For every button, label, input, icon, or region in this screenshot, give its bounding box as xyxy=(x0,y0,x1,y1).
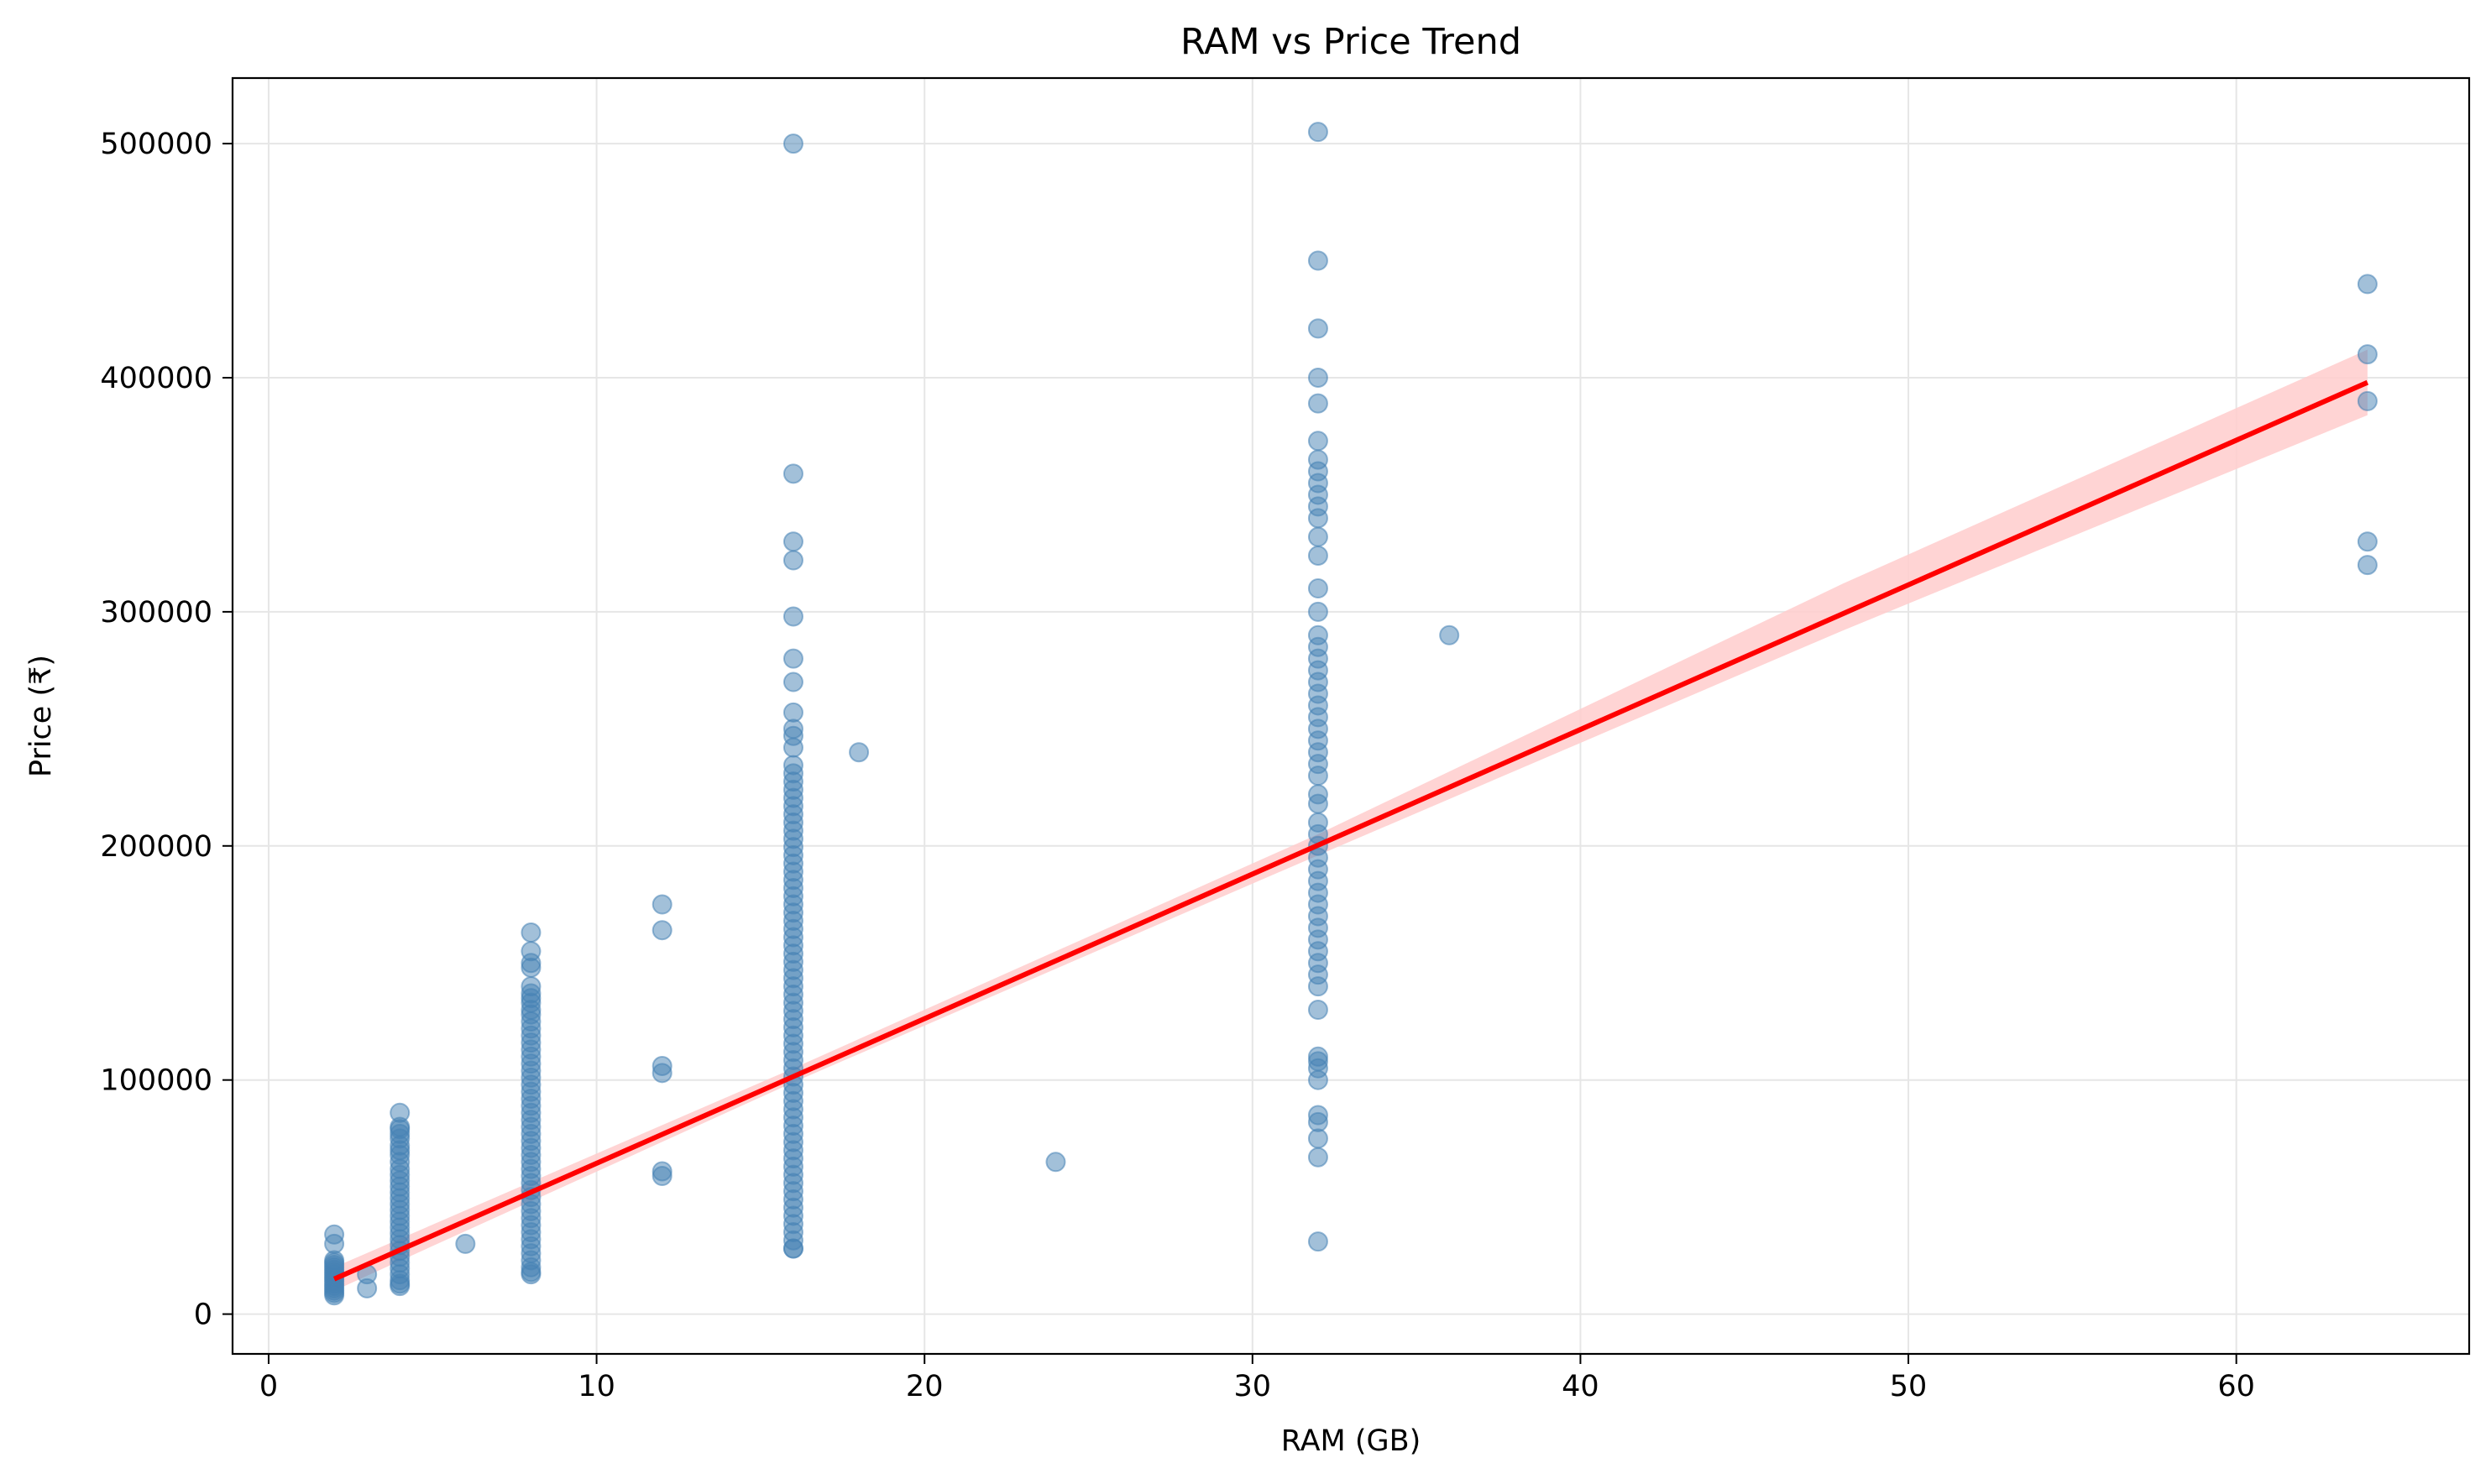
scatter-point xyxy=(1307,431,1328,452)
scatter-point xyxy=(390,1102,411,1123)
plot-area-frame xyxy=(231,76,2471,1356)
scatter-point xyxy=(2357,274,2378,295)
scatter-point xyxy=(1307,1046,1328,1067)
x-tick-label: 30 xyxy=(1234,1370,1272,1403)
scatter-point xyxy=(782,671,803,692)
x-axis-label: RAM (GB) xyxy=(1281,1424,1421,1458)
scatter-point xyxy=(782,133,803,154)
scatter-point xyxy=(1307,545,1328,566)
scatter-point xyxy=(1307,784,1328,805)
scatter-point xyxy=(521,976,542,997)
x-tick-label: 0 xyxy=(259,1370,278,1403)
scatter-point xyxy=(849,742,870,763)
x-tick-label: 40 xyxy=(1562,1370,1599,1403)
x-tick-label: 60 xyxy=(2217,1370,2255,1403)
scatter-point xyxy=(1307,526,1328,547)
x-tick-label: 10 xyxy=(578,1370,615,1403)
scatter-point xyxy=(782,648,803,669)
scatter-point xyxy=(1307,367,1328,388)
scatter-point xyxy=(1307,578,1328,598)
scatter-point xyxy=(455,1233,476,1254)
ticks-layer: 0 10 20 30 40 50 60 0 100000 200000 300000 400000 50… xyxy=(100,128,2255,1403)
grid-layer xyxy=(233,78,2469,1354)
scatter-point xyxy=(2357,555,2378,576)
scatter-point xyxy=(1439,624,1460,645)
scatter-point xyxy=(1307,1105,1328,1126)
scatter-point xyxy=(1307,624,1328,645)
scatter-point xyxy=(324,1224,345,1245)
scatter-point xyxy=(1307,393,1328,414)
scatter-point xyxy=(652,1161,672,1182)
scatter-point xyxy=(1307,318,1328,339)
scatter-point xyxy=(782,463,803,484)
trend-line xyxy=(332,379,2369,1282)
scatter-point xyxy=(1307,601,1328,622)
scatter-point xyxy=(782,606,803,627)
scatter-point xyxy=(2357,344,2378,365)
scatter-point xyxy=(652,1055,672,1076)
y-tick-label: 500000 xyxy=(100,128,212,161)
scatter-point xyxy=(390,1158,411,1179)
scatter-point xyxy=(1307,1000,1328,1021)
scatter-points-layer xyxy=(324,122,2378,1306)
scatter-point xyxy=(652,894,672,915)
x-tick-label: 20 xyxy=(906,1370,944,1403)
y-tick-label: 0 xyxy=(194,1298,212,1332)
scatter-point xyxy=(521,941,542,962)
scatter-point xyxy=(652,920,672,941)
trend-line-layer xyxy=(332,379,2369,1282)
scatter-point xyxy=(521,1004,542,1025)
y-tick-label: 100000 xyxy=(100,1064,212,1098)
scatter-point xyxy=(1307,1231,1328,1252)
y-tick-label: 300000 xyxy=(100,596,212,630)
scatter-point xyxy=(1307,250,1328,271)
scatter-point xyxy=(1307,122,1328,143)
scatter-point xyxy=(521,922,542,943)
scatter-point xyxy=(1307,449,1328,470)
scatter-point xyxy=(1307,1147,1328,1168)
scatter-point xyxy=(2357,390,2378,411)
scatter-point xyxy=(1045,1152,1066,1173)
chart-title: RAM vs Price Trend xyxy=(1180,21,1521,63)
scatter-point xyxy=(782,531,803,552)
scatter-point xyxy=(1307,812,1328,833)
scatter-point xyxy=(782,550,803,571)
y-axis-label: Price (₹) xyxy=(24,655,58,777)
y-tick-label: 200000 xyxy=(100,830,212,864)
scatter-point xyxy=(782,755,803,776)
y-tick-label: 400000 xyxy=(100,362,212,395)
scatter-point xyxy=(2357,531,2378,552)
scatter-point xyxy=(782,702,803,723)
x-tick-label: 50 xyxy=(1890,1370,1928,1403)
